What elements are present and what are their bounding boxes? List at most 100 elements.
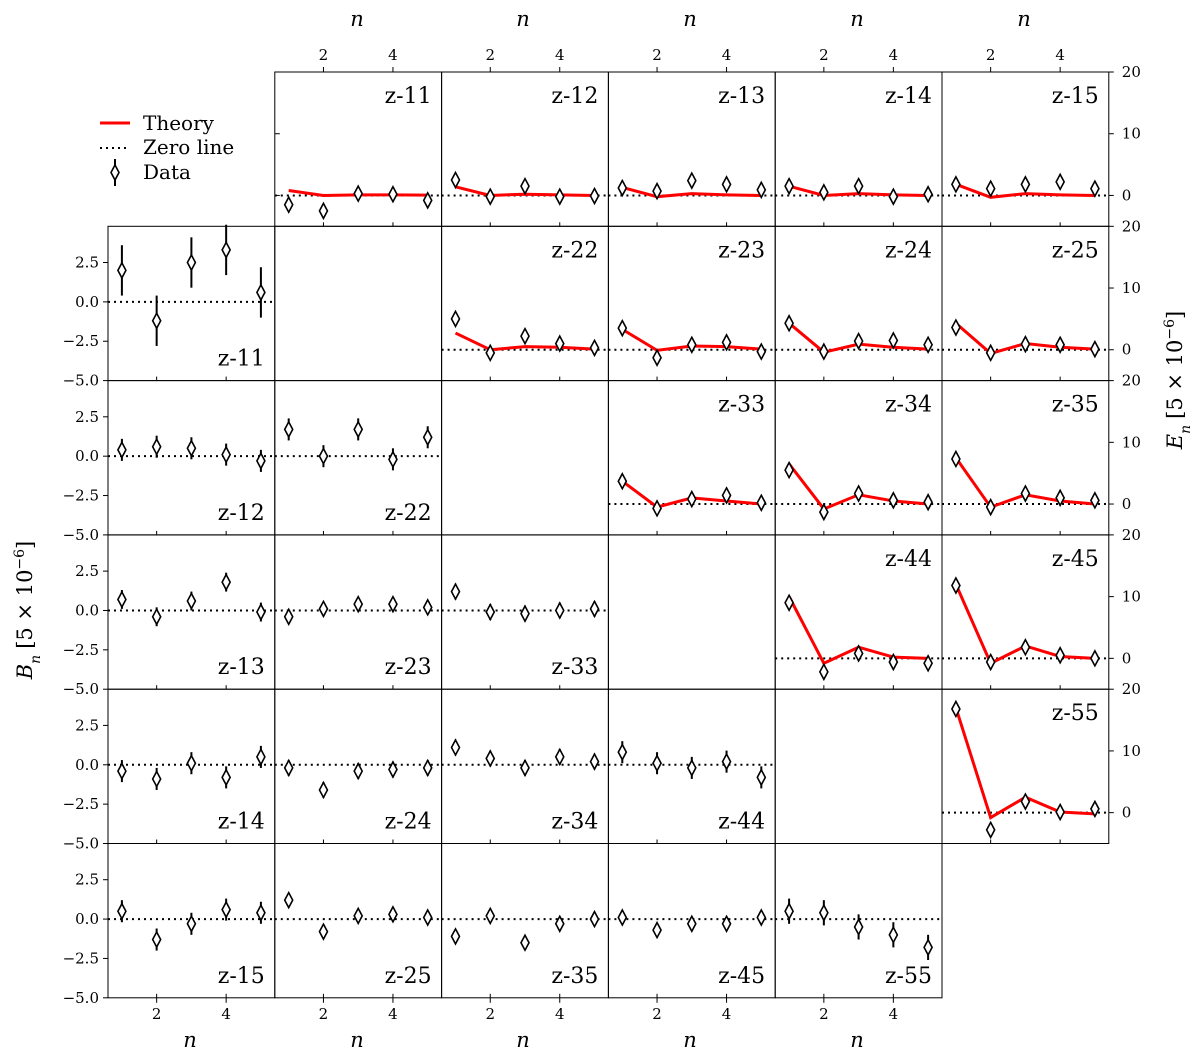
- top-x-axis-title-col4: n: [850, 7, 864, 31]
- data-point: [721, 752, 732, 771]
- data-point: [721, 914, 732, 933]
- b-y-tick-label: 0.0: [75, 601, 99, 619]
- data-point: [1020, 334, 1031, 354]
- data-point: [853, 176, 864, 196]
- data-point: [1020, 638, 1031, 657]
- data-point: [186, 754, 197, 773]
- panel-E-z-34: z-34: [774, 380, 943, 536]
- data-point: [186, 439, 197, 458]
- panel-B-z-12: z-12: [107, 380, 276, 536]
- panel-E-z-55: z-55: [941, 688, 1110, 845]
- bottom-x-tick-label: 2: [485, 1005, 495, 1023]
- data-point: [422, 428, 433, 447]
- data-point: [255, 747, 266, 767]
- data-point: [784, 314, 795, 333]
- panel-label: z-34: [885, 393, 932, 418]
- data-point: [318, 922, 329, 941]
- top-x-tick-label: 2: [319, 46, 329, 64]
- panel-label: z-12: [551, 84, 598, 109]
- data-point: [784, 902, 795, 921]
- data-point: [116, 261, 127, 280]
- b-y-tick-label: −2.5: [63, 795, 99, 813]
- data-point: [818, 183, 829, 202]
- data-point: [485, 906, 496, 926]
- top-x-tick-label: 4: [1055, 46, 1065, 64]
- bottom-x-tick-label: 4: [889, 1005, 899, 1023]
- panel-label: z-45: [1052, 547, 1099, 572]
- data-point: [388, 185, 398, 204]
- e-y-tick-label: 0: [1122, 341, 1132, 359]
- data-point: [116, 761, 127, 781]
- legend-data-label: Data: [143, 160, 191, 184]
- data-point: [186, 591, 197, 611]
- data-point: [255, 451, 266, 471]
- data-point: [1089, 649, 1100, 668]
- bottom-x-tick-label: 4: [388, 1005, 398, 1023]
- panel-B-z-55: z-55: [774, 843, 943, 999]
- data-point: [422, 191, 433, 210]
- panel-label: z-45: [718, 964, 765, 989]
- panel-B-z-24: z-24: [274, 688, 443, 845]
- legend-data-marker: [110, 163, 120, 182]
- data-point: [888, 491, 899, 510]
- panel-E-z-23: z-23: [607, 225, 776, 382]
- data-point: [554, 601, 565, 620]
- data-point: [151, 769, 162, 789]
- data-point: [784, 593, 795, 612]
- bottom-x-tick-label: 2: [152, 1005, 162, 1023]
- data-point: [221, 900, 232, 919]
- data-point: [255, 903, 266, 922]
- b-y-tick-label: 2.5: [75, 254, 99, 272]
- panel-E-z-33: z-33: [607, 380, 776, 536]
- data-point: [950, 576, 961, 595]
- panel-E-z-14: z-14: [774, 71, 943, 227]
- data-point: [318, 780, 329, 800]
- b-y-tick-label: 2.5: [75, 408, 99, 426]
- legend-zero-label: Zero line: [143, 135, 234, 159]
- data-point: [589, 186, 600, 206]
- legend-theory-label: Theory: [143, 111, 215, 135]
- b-y-tick-label: 2.5: [75, 562, 99, 580]
- b-y-tick-label: −5.0: [63, 526, 99, 544]
- data-point: [652, 920, 662, 940]
- panel-B-z-33: z-33: [441, 534, 609, 690]
- top-x-tick-label: 2: [485, 46, 495, 64]
- panel-B-z-45: z-45: [607, 843, 776, 999]
- data-point: [151, 607, 162, 626]
- top-x-axis-title-col5: n: [1017, 7, 1031, 31]
- data-point: [617, 178, 628, 198]
- data-point: [756, 908, 767, 927]
- data-point: [450, 170, 461, 190]
- panel-B-z-25: z-25: [274, 843, 443, 999]
- e-y-tick-label: 0: [1122, 649, 1132, 667]
- data-point: [888, 331, 899, 350]
- data-point: [116, 902, 127, 921]
- e-y-tick-label: 10: [1122, 588, 1141, 606]
- panel-label: z-13: [718, 84, 765, 109]
- bottom-x-tick-label: 2: [319, 1005, 329, 1023]
- b-y-tick-label: −2.5: [63, 332, 99, 350]
- data-point: [318, 599, 329, 619]
- panel-E-z-25: z-25: [941, 225, 1110, 382]
- data-point: [652, 348, 662, 367]
- b-y-tick-label: −5.0: [63, 372, 99, 390]
- data-point: [888, 652, 899, 672]
- data-point: [554, 914, 565, 933]
- data-point: [589, 909, 600, 929]
- panel-label: z-24: [385, 810, 432, 835]
- e-mode-y-axis-title: En[5 × 10−6]: [1162, 311, 1194, 450]
- data-point: [617, 908, 628, 927]
- data-point: [686, 335, 697, 355]
- panel-label: z-23: [718, 238, 765, 263]
- data-point: [784, 176, 795, 196]
- data-point: [388, 594, 398, 614]
- data-point: [950, 175, 961, 194]
- e-y-tick-label: 10: [1122, 433, 1141, 451]
- panel-label: z-15: [218, 964, 265, 989]
- top-x-tick-label: 2: [819, 46, 829, 64]
- panel-label: z-14: [218, 810, 265, 835]
- legend: Theory Zero line Data: [100, 111, 234, 186]
- top-x-tick-label: 2: [652, 46, 662, 64]
- data-point: [353, 761, 364, 781]
- b-mode-y-axis-title: Bn[5 × 10−6]: [12, 541, 44, 681]
